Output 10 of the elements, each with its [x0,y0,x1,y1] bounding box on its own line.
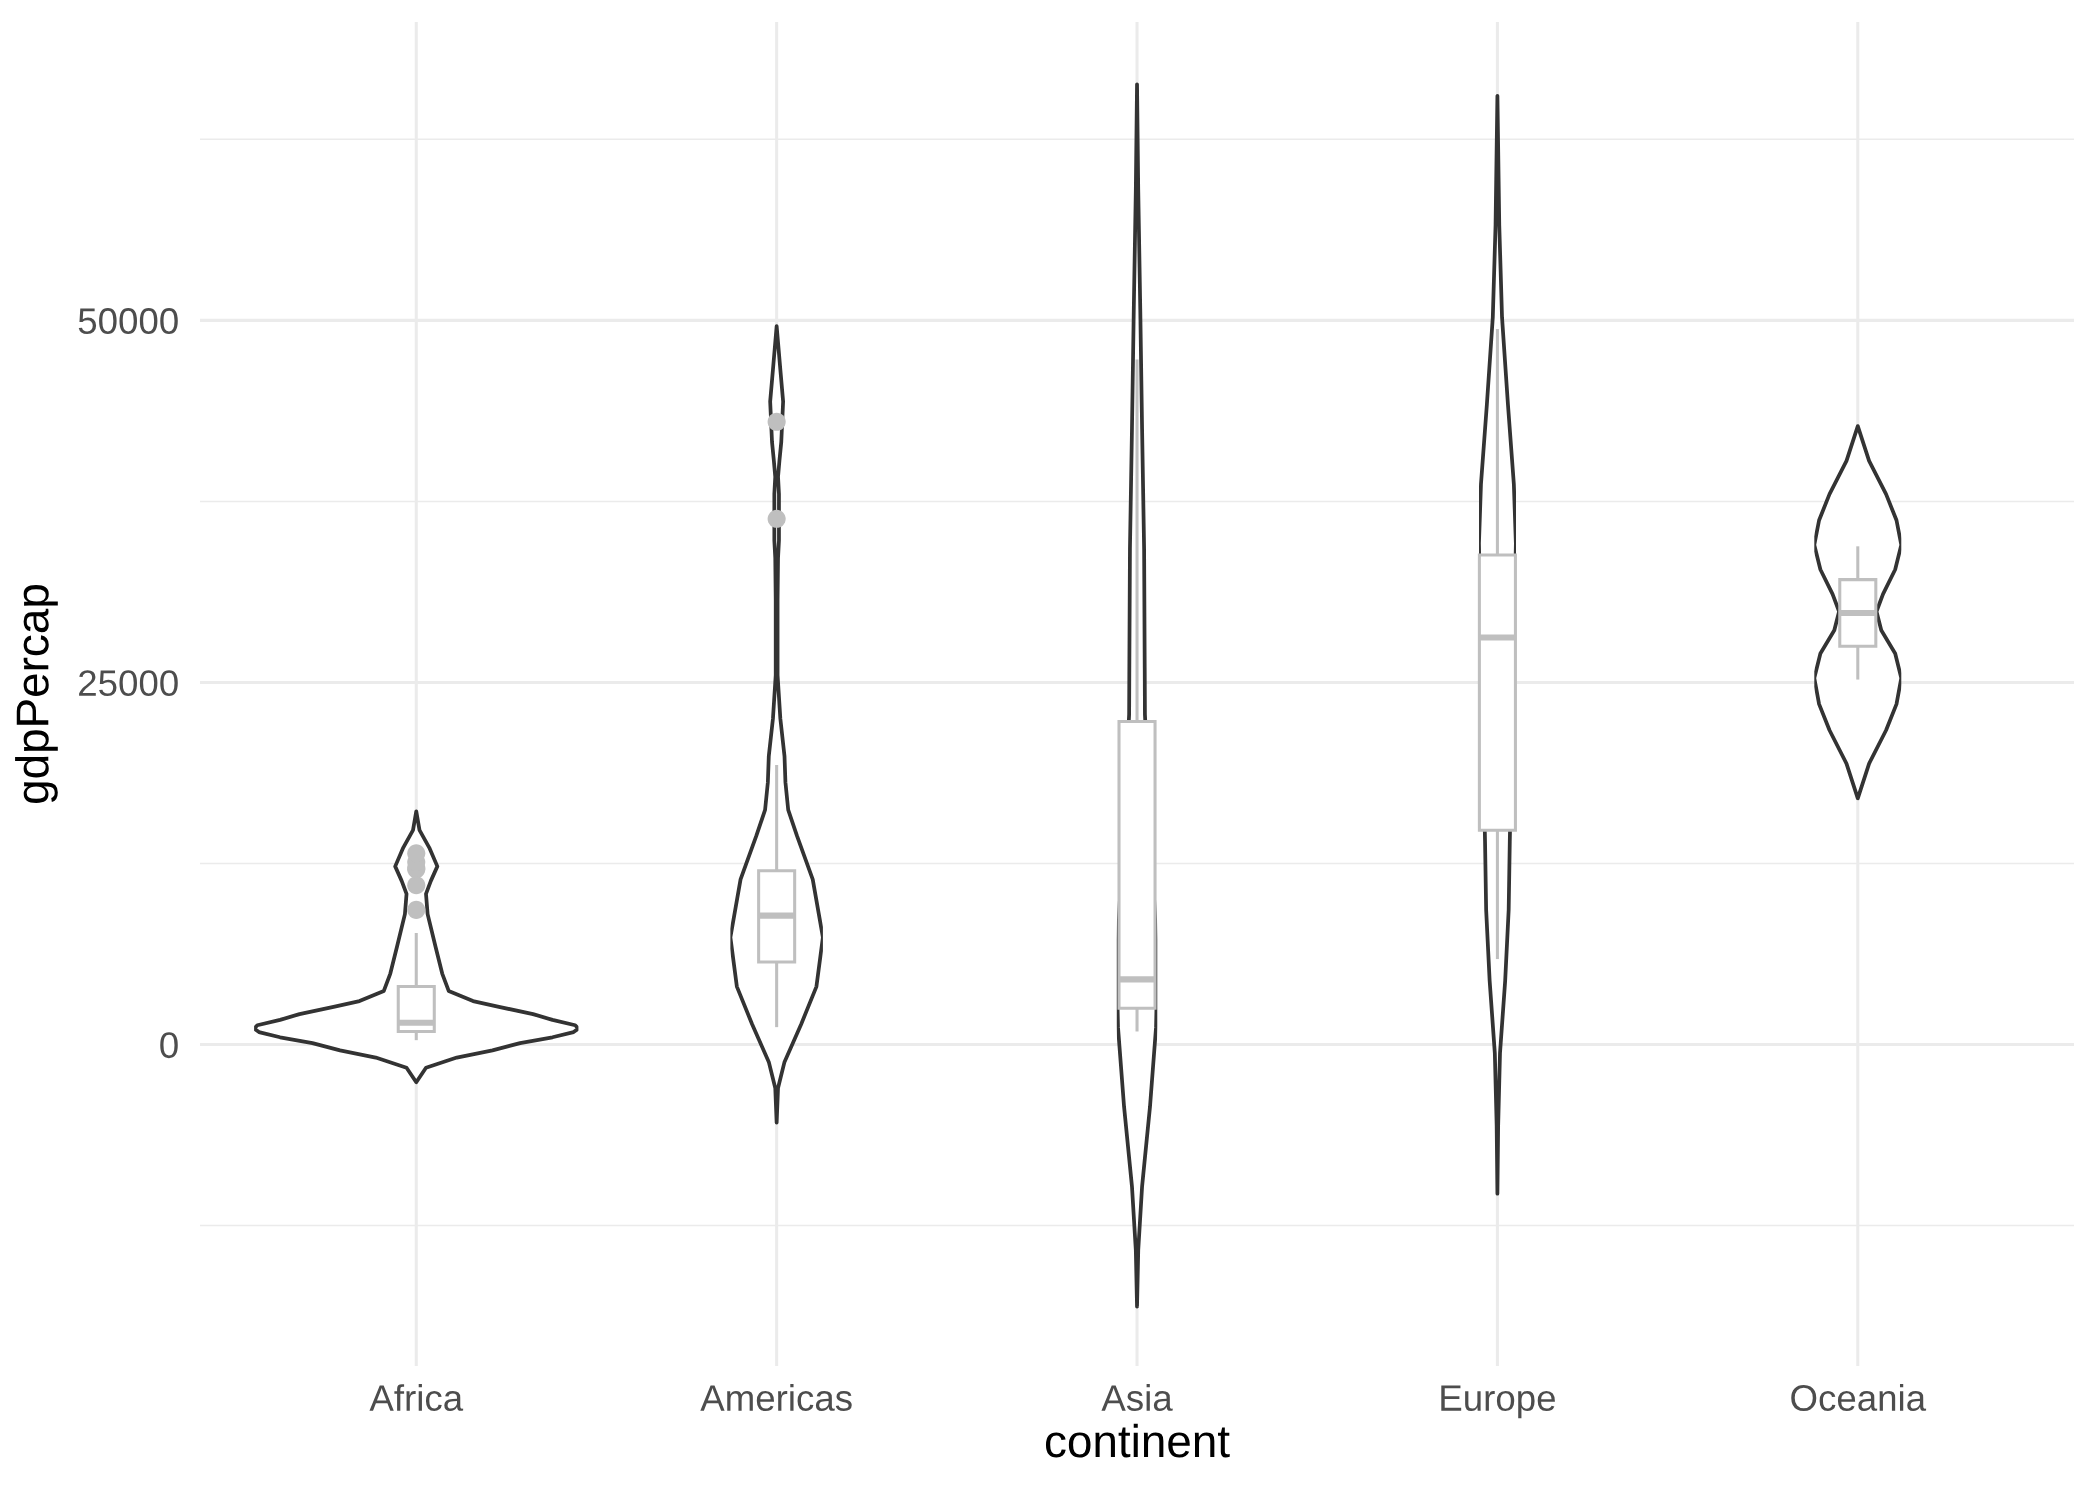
x-tick-label: Americas [700,1384,852,1412]
x-axis-title: continent [1045,1423,1230,1458]
x-tick-label: Oceania [1791,1384,1927,1412]
x-tick-label: Africa [369,1384,464,1412]
y-tick-label: 50000 [78,308,178,335]
x-tick-label: Asia [1101,1384,1173,1412]
y-tick-label: 0 [160,1032,178,1059]
y-axis-title: gdpPercap [15,585,58,803]
y-tick-label: 25000 [79,670,178,697]
x-tick-label: Europe [1441,1385,1555,1419]
